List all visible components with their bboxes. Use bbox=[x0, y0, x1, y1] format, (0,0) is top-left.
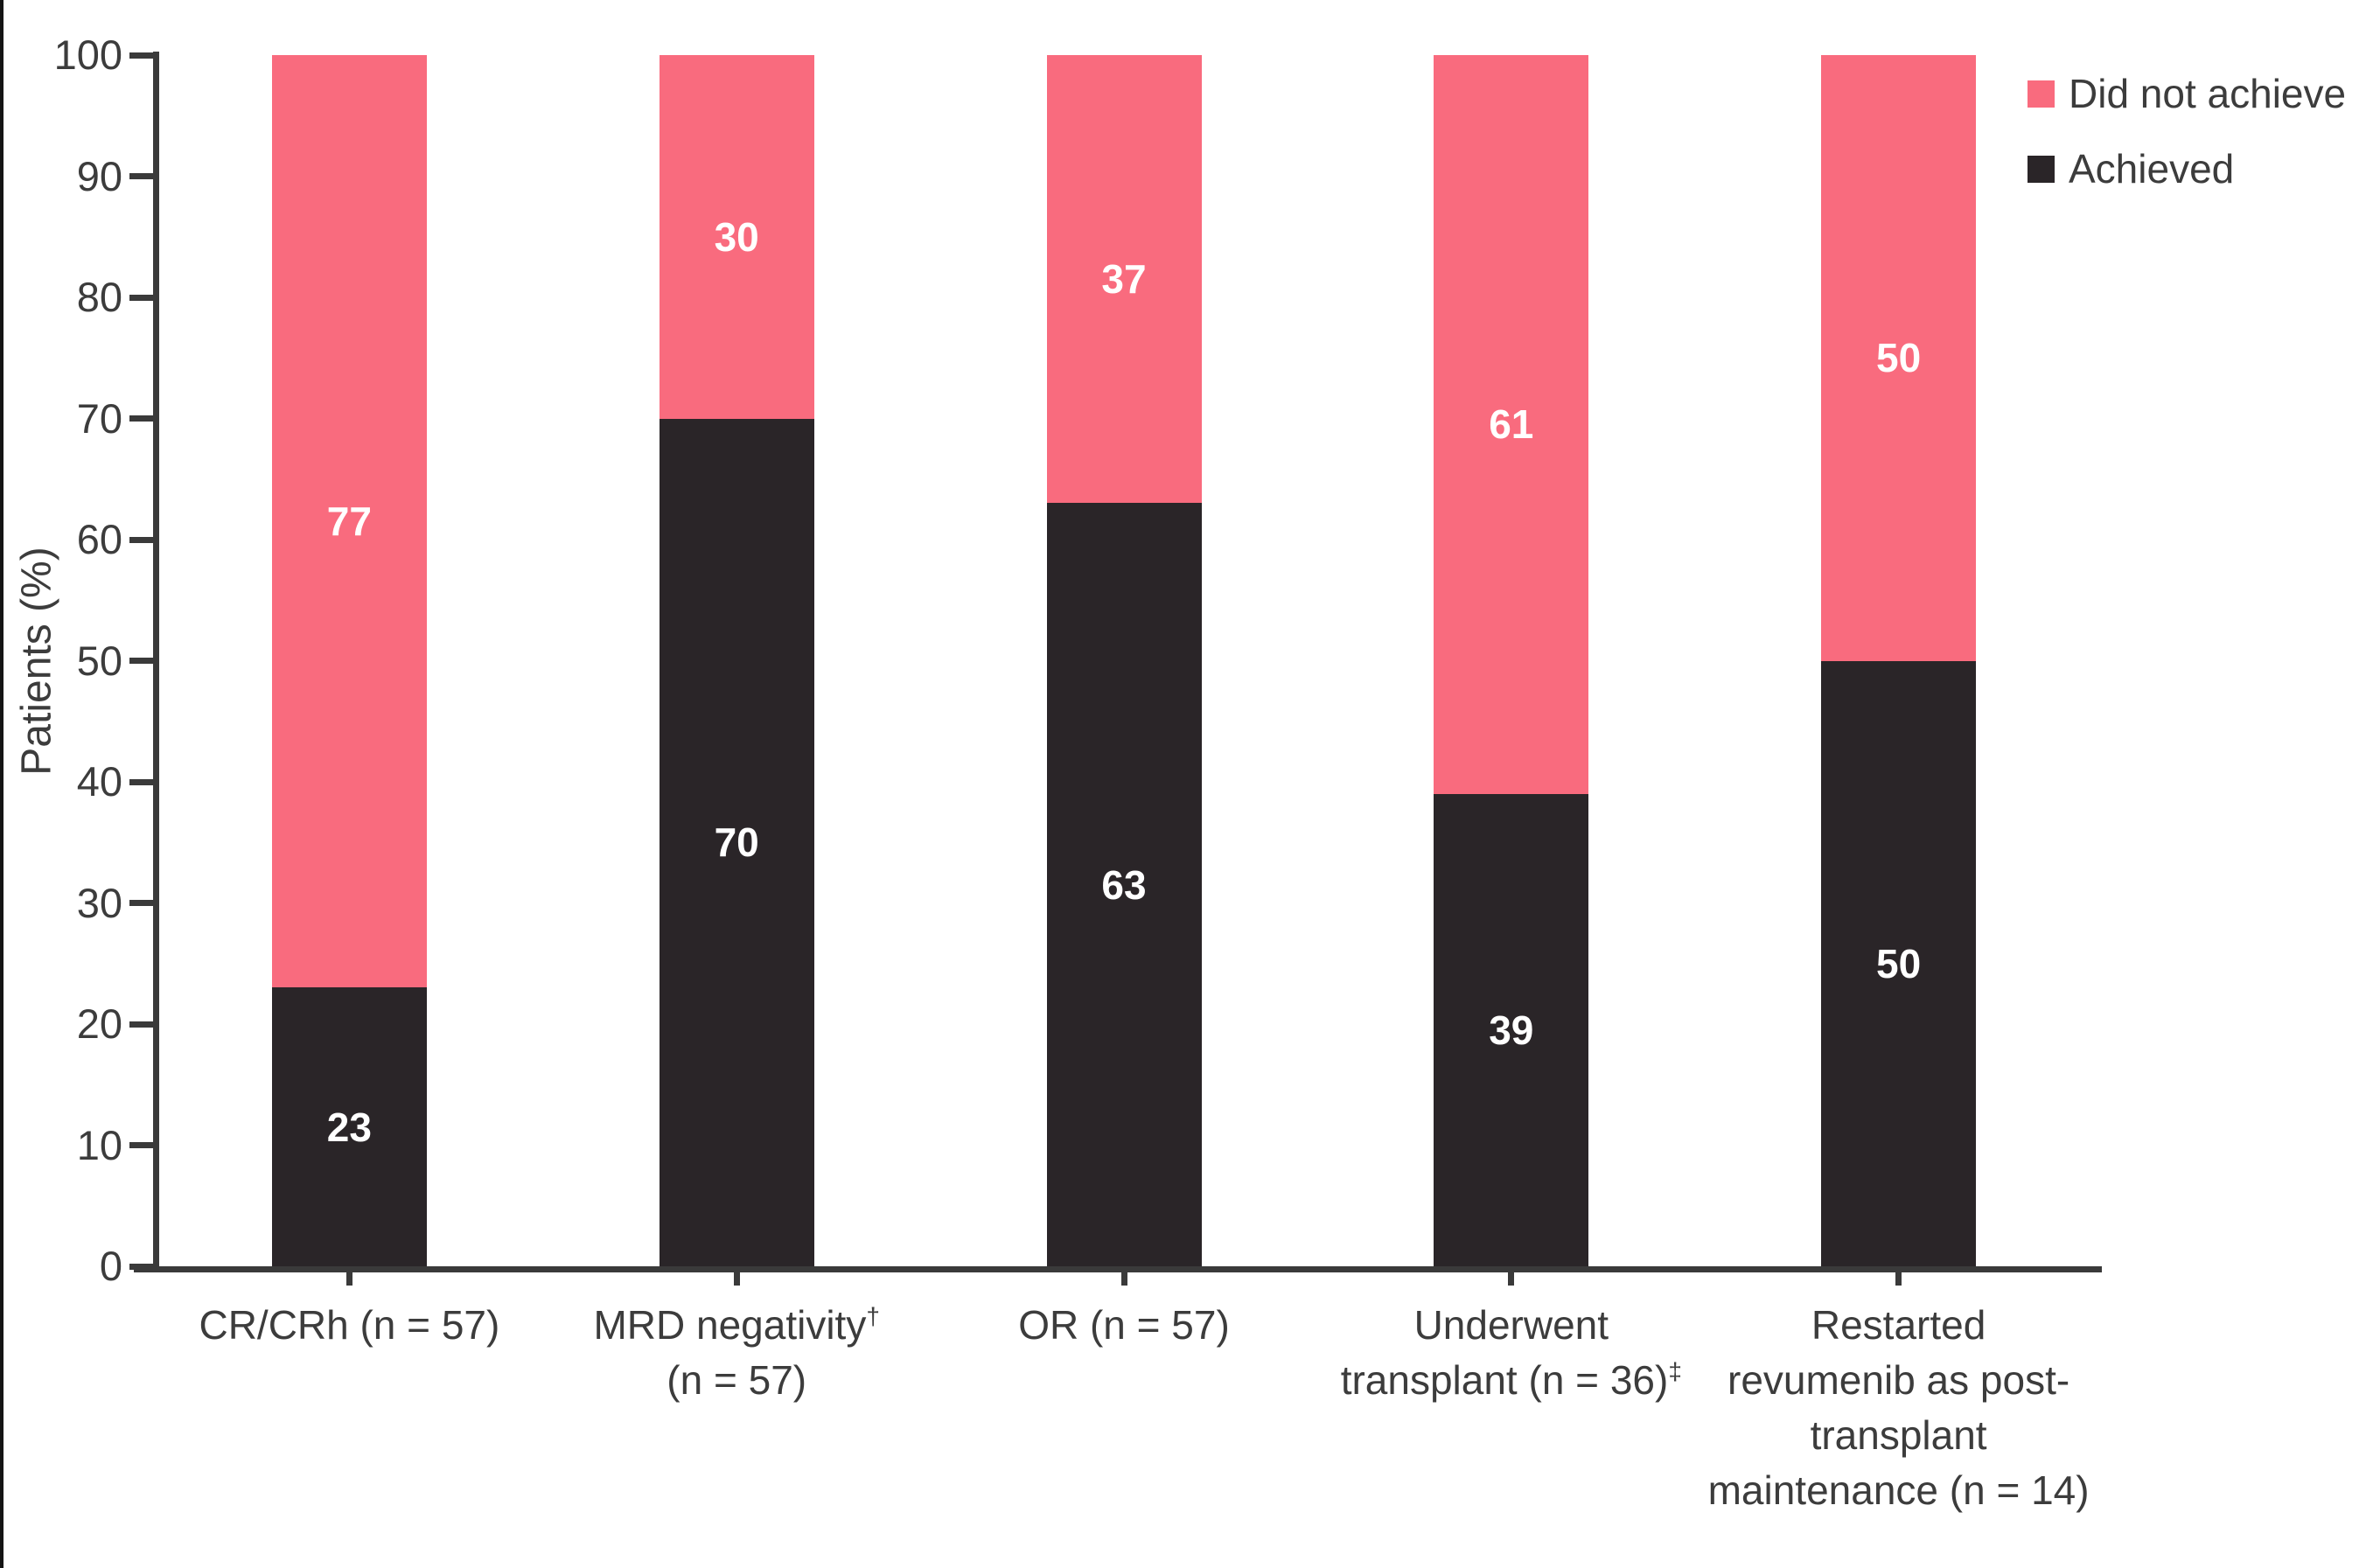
category-label-text: Underwent bbox=[1413, 1302, 1609, 1348]
bar-value-label: 30 bbox=[714, 213, 759, 260]
y-axis-tick-label: 0 bbox=[99, 1243, 122, 1289]
y-axis-tick bbox=[129, 900, 156, 906]
footnote-marker: † bbox=[866, 1302, 880, 1330]
left-border-line bbox=[0, 0, 3, 1568]
bar-value-label: 63 bbox=[1101, 861, 1147, 908]
bar-segment-did-not-achieve: 30 bbox=[659, 55, 814, 419]
y-axis-tick bbox=[129, 294, 156, 301]
category-label-line: (n = 57) bbox=[527, 1353, 946, 1408]
category-label-text: transplant (n = 36) bbox=[1340, 1357, 1669, 1403]
x-axis-line bbox=[134, 1266, 2102, 1272]
y-axis-tick bbox=[129, 658, 156, 664]
y-axis-tick-label: 100 bbox=[53, 31, 122, 78]
bar-segment-achieved: 39 bbox=[1434, 793, 1589, 1266]
x-axis-tick bbox=[1508, 1270, 1515, 1286]
y-axis-tick-label: 20 bbox=[76, 1000, 122, 1047]
bar-segment-did-not-achieve: 50 bbox=[1821, 55, 1977, 661]
bar-value-label: 23 bbox=[326, 1104, 372, 1150]
category-label-line: maintenance (n = 14) bbox=[1689, 1463, 2109, 1518]
y-axis-tick bbox=[129, 173, 156, 179]
legend-item: Achieved bbox=[2028, 145, 2346, 192]
category-label-line: transplant (n = 36)‡ bbox=[1302, 1353, 1721, 1408]
category-label-text: Restarted bbox=[1811, 1302, 1986, 1348]
bar-segment-achieved: 70 bbox=[659, 418, 814, 1266]
category-label-text: revumenib as post- bbox=[1727, 1357, 2070, 1403]
category-label: CR/CRh (n = 57) bbox=[139, 1298, 559, 1353]
category-label: MRD negativity† (n = 57) bbox=[527, 1298, 946, 1408]
y-axis-tick-label: 80 bbox=[76, 274, 122, 320]
bar-value-label: 77 bbox=[326, 498, 372, 545]
y-axis-tick bbox=[129, 536, 156, 543]
y-axis-tick bbox=[129, 1263, 156, 1270]
category-label-text: (n = 57) bbox=[667, 1357, 807, 1403]
legend-label: Achieved bbox=[2069, 146, 2235, 192]
legend-swatch bbox=[2028, 80, 2055, 108]
category-label-line: revumenib as post- bbox=[1689, 1353, 2109, 1408]
x-axis-tick bbox=[1120, 1270, 1127, 1286]
bar-segment-did-not-achieve: 77 bbox=[271, 55, 427, 988]
bar-segment-did-not-achieve: 61 bbox=[1434, 55, 1589, 794]
category-label-text: maintenance (n = 14) bbox=[1707, 1467, 2090, 1513]
bar-value-label: 50 bbox=[1876, 335, 1922, 381]
category-label: Restarted revumenib as post-transplant mai… bbox=[1689, 1298, 2109, 1518]
y-axis-tick-label: 30 bbox=[76, 879, 122, 926]
y-axis-tick bbox=[129, 778, 156, 785]
y-axis-tick bbox=[129, 1021, 156, 1028]
category-label-line: Restarted bbox=[1689, 1298, 2109, 1353]
category-label-text: CR/CRh (n = 57) bbox=[199, 1302, 500, 1348]
category-label-line: MRD negativity† bbox=[527, 1298, 946, 1353]
category-label-line: OR (n = 57) bbox=[914, 1298, 1334, 1353]
x-axis-tick bbox=[1895, 1270, 1902, 1286]
category-label: OR (n = 57) bbox=[914, 1298, 1334, 1353]
legend-label: Did not achieve bbox=[2069, 71, 2347, 116]
y-axis-tick-label: 70 bbox=[76, 394, 122, 442]
y-axis-line bbox=[153, 52, 159, 1272]
legend-swatch bbox=[2028, 155, 2055, 183]
bar-value-label: 61 bbox=[1489, 401, 1534, 448]
y-axis-tick bbox=[129, 415, 156, 422]
bar-segment-achieved: 50 bbox=[1821, 660, 1977, 1266]
bar-segment-achieved: 23 bbox=[271, 987, 427, 1266]
bar-segment-did-not-achieve: 37 bbox=[1046, 55, 1202, 504]
category-label-text: transplant bbox=[1810, 1412, 1987, 1458]
y-axis-tick-label: 50 bbox=[76, 637, 122, 684]
bar-value-label: 70 bbox=[714, 819, 759, 866]
category-label: Underwent transplant (n = 36)‡ bbox=[1302, 1298, 1721, 1408]
category-label-line: Underwent bbox=[1302, 1298, 1721, 1353]
legend: Did not achieve Achieved bbox=[2028, 70, 2346, 192]
category-label-text: OR (n = 57) bbox=[1018, 1302, 1230, 1348]
x-axis-tick bbox=[345, 1270, 352, 1286]
y-axis-tick-label: 10 bbox=[76, 1121, 122, 1168]
category-label-text: MRD negativity bbox=[593, 1302, 867, 1348]
x-axis-tick bbox=[733, 1270, 740, 1286]
y-axis-tick bbox=[129, 52, 156, 59]
y-axis-tick bbox=[129, 1142, 156, 1148]
bar-value-label: 37 bbox=[1101, 256, 1147, 303]
bar-segment-achieved: 63 bbox=[1046, 503, 1202, 1266]
category-label-line: CR/CRh (n = 57) bbox=[139, 1298, 559, 1353]
footnote-marker: ‡ bbox=[1668, 1357, 1682, 1385]
legend-item: Did not achieve bbox=[2028, 70, 2346, 117]
y-axis-tick-label: 60 bbox=[76, 516, 122, 562]
category-label-line: transplant bbox=[1689, 1408, 2109, 1463]
bar-value-label: 39 bbox=[1489, 1007, 1534, 1053]
y-axis-tick-label: 40 bbox=[76, 758, 122, 805]
bar-value-label: 50 bbox=[1876, 940, 1922, 986]
y-axis-tick-label: 90 bbox=[76, 152, 122, 199]
